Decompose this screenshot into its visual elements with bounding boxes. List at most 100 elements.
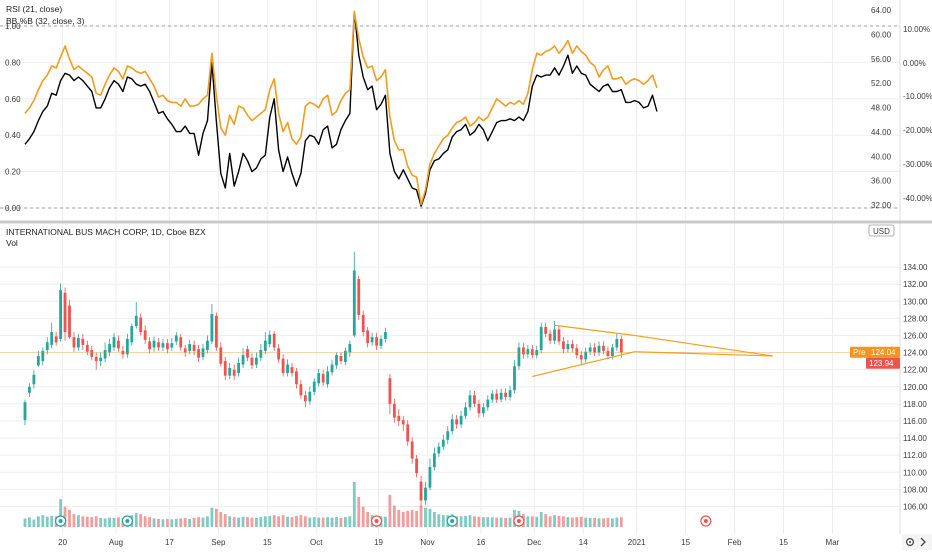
candle[interactable]: [366, 330, 370, 344]
volume-bar[interactable]: [77, 515, 80, 527]
candle[interactable]: [441, 439, 445, 447]
candle[interactable]: [446, 431, 450, 440]
volume-bar[interactable]: [597, 518, 601, 527]
candle[interactable]: [290, 367, 294, 374]
volume-bar[interactable]: [361, 506, 365, 527]
volume-bar[interactable]: [539, 512, 543, 527]
volume-bar[interactable]: [81, 516, 85, 527]
volume-bar[interactable]: [392, 505, 396, 527]
candle[interactable]: [241, 355, 245, 365]
currency-badge[interactable]: USD: [868, 224, 895, 237]
volume-bar[interactable]: [464, 515, 467, 527]
pre-market-badge[interactable]: Pre 124.04: [850, 346, 900, 358]
volume-bar[interactable]: [197, 517, 200, 527]
volume-bar[interactable]: [339, 518, 343, 527]
volume-bar[interactable]: [344, 517, 347, 527]
volume-bar[interactable]: [553, 515, 556, 527]
volume-bar[interactable]: [366, 512, 370, 527]
candle[interactable]: [339, 356, 343, 362]
volume-bar[interactable]: [286, 516, 289, 527]
candle[interactable]: [179, 337, 183, 348]
candle[interactable]: [375, 337, 378, 346]
candle[interactable]: [81, 338, 85, 345]
volume-bar[interactable]: [548, 516, 552, 527]
candle[interactable]: [63, 292, 67, 333]
candle[interactable]: [495, 393, 499, 400]
volume-bar[interactable]: [615, 517, 619, 527]
candle[interactable]: [130, 326, 134, 343]
candle[interactable]: [28, 386, 31, 393]
candle[interactable]: [197, 349, 200, 358]
candle[interactable]: [499, 392, 503, 400]
volume-bar[interactable]: [45, 516, 49, 527]
candle[interactable]: [166, 343, 169, 350]
chevron-right-icon[interactable]: [920, 537, 926, 547]
candle[interactable]: [344, 350, 347, 362]
volume-bar[interactable]: [259, 517, 263, 527]
candle[interactable]: [36, 356, 40, 366]
volume-bar[interactable]: [468, 515, 472, 527]
candle[interactable]: [272, 333, 276, 348]
volume-bar[interactable]: [611, 518, 614, 527]
volume-bar[interactable]: [188, 518, 192, 527]
volume-bar[interactable]: [72, 514, 76, 527]
candle[interactable]: [544, 326, 548, 334]
volume-bar[interactable]: [352, 482, 356, 527]
volume-bar[interactable]: [174, 518, 178, 527]
candle[interactable]: [473, 395, 476, 404]
candle[interactable]: [584, 351, 588, 360]
candle[interactable]: [281, 358, 285, 374]
candle[interactable]: [255, 357, 258, 365]
volume-bar[interactable]: [223, 514, 227, 527]
volume-bar[interactable]: [415, 510, 418, 527]
candle[interactable]: [575, 348, 579, 356]
volume-bar[interactable]: [535, 516, 539, 527]
bb-percent-b-line[interactable]: [24, 10, 658, 206]
volume-bar[interactable]: [299, 515, 303, 527]
candle[interactable]: [481, 407, 485, 414]
event-marker-icon[interactable]: [700, 515, 712, 527]
volume-bar[interactable]: [401, 512, 405, 527]
candle[interactable]: [455, 419, 459, 425]
volume-bar[interactable]: [335, 517, 338, 527]
candle[interactable]: [508, 390, 512, 398]
volume-bar[interactable]: [317, 517, 321, 527]
triangle-line-0[interactable]: [532, 351, 635, 378]
candle[interactable]: [379, 338, 383, 346]
volume-bar[interactable]: [388, 494, 392, 527]
settings-icon[interactable]: [905, 537, 914, 546]
candle[interactable]: [490, 393, 494, 400]
volume-bar[interactable]: [23, 518, 27, 527]
candle[interactable]: [112, 337, 116, 348]
candle[interactable]: [352, 270, 356, 336]
candle[interactable]: [183, 348, 187, 353]
volume-bar[interactable]: [85, 516, 89, 527]
volume-bar[interactable]: [308, 517, 312, 527]
volume-bar[interactable]: [410, 509, 414, 527]
volume-bar[interactable]: [499, 517, 503, 527]
volume-bar[interactable]: [348, 516, 352, 527]
candle[interactable]: [312, 381, 316, 392]
volume-bar[interactable]: [544, 514, 548, 527]
candle[interactable]: [277, 348, 281, 360]
candle[interactable]: [157, 342, 160, 348]
volume-bar[interactable]: [584, 517, 588, 527]
volume-bar[interactable]: [268, 515, 272, 527]
candle[interactable]: [428, 467, 432, 488]
candle[interactable]: [59, 290, 62, 339]
osc-legend-rsi[interactable]: RSI (21, close): [6, 4, 62, 14]
volume-bar[interactable]: [63, 506, 67, 527]
volume-bar[interactable]: [575, 517, 579, 527]
volume-bar[interactable]: [588, 518, 592, 527]
candle[interactable]: [557, 329, 561, 342]
candle[interactable]: [108, 344, 111, 353]
volume-bar[interactable]: [321, 517, 325, 527]
volume-bar[interactable]: [32, 519, 36, 528]
volume-bar[interactable]: [459, 516, 463, 527]
candle[interactable]: [161, 343, 165, 348]
candle[interactable]: [223, 361, 227, 376]
volume-bar[interactable]: [477, 516, 481, 527]
candle[interactable]: [477, 403, 481, 414]
candle[interactable]: [192, 344, 196, 351]
candle[interactable]: [263, 340, 267, 351]
